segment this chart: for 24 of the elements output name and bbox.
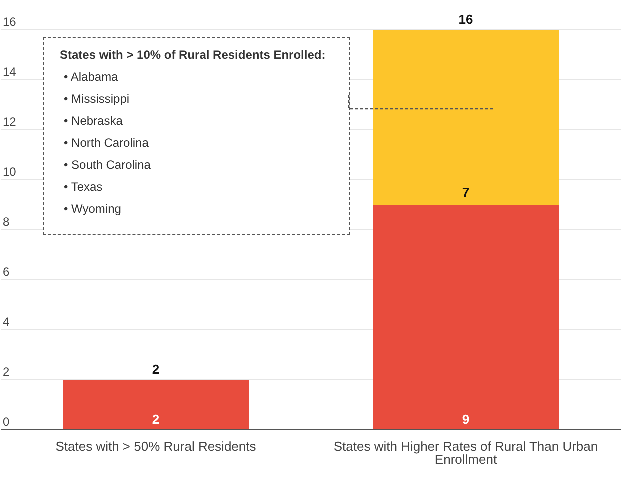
data-label: 7 <box>462 185 470 200</box>
annotation: • Nebraska <box>63 113 124 130</box>
y-tick-label: 10 <box>3 165 17 179</box>
annotation: • Texas <box>63 179 104 196</box>
y-tick-label: 14 <box>3 65 17 79</box>
annotation: • Mississippi <box>63 91 131 108</box>
data-label: 2 <box>152 412 160 427</box>
data-label: 9 <box>462 412 470 427</box>
y-tick-label: 12 <box>3 115 17 129</box>
total-label: 16 <box>458 12 474 27</box>
y-tick-label: 0 <box>3 415 10 429</box>
y-tick-label: 8 <box>3 215 10 229</box>
y-tick-label: 16 <box>3 15 17 29</box>
total-label: 2 <box>152 362 160 377</box>
x-tick-label: States with > 50% Rural Residents <box>56 439 257 454</box>
y-tick-label: 4 <box>3 315 10 329</box>
annotation: • Alabama <box>63 69 120 86</box>
x-tick-label: States with Higher Rates of Rural Than Urban Enrollment <box>334 439 598 468</box>
annotation: • South Carolina <box>63 157 152 174</box>
annotation: • Wyoming <box>63 201 122 218</box>
y-tick-label: 2 <box>3 365 10 379</box>
annotation: • North Carolina <box>63 135 150 152</box>
y-tick-label: 6 <box>3 265 10 279</box>
annotation: States with > 10% of Rural Residents Enrolled: <box>60 48 327 62</box>
